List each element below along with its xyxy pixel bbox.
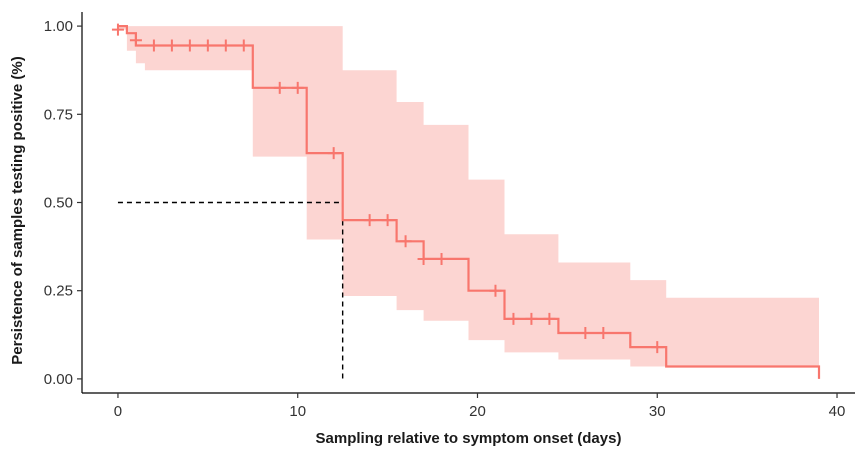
x-tick-label: 20 [469,403,486,420]
median-reference-layer [117,201,344,379]
censor-mark [327,147,340,160]
y-tick-label: 0.25 [44,283,73,300]
censor-mark [507,312,520,325]
x-axis-title: Sampling relative to symptom onset (days… [316,430,622,447]
y-tick-label: 0.00 [44,371,73,388]
x-tick-label: 30 [649,403,666,420]
censor-mark [651,341,664,354]
censor-mark [381,214,394,227]
censor-mark [489,284,502,297]
censor-mark [543,312,556,325]
censor-mark [597,327,610,340]
censor-mark [525,312,538,325]
censor-mark [435,252,448,265]
censor-mark [129,34,142,47]
x-tick-label: 10 [289,403,306,420]
censor-mark [147,39,160,52]
y-tick-label: 0.75 [44,106,73,123]
censor-mark [273,81,286,94]
censor-marks-layer [111,23,664,354]
censor-mark [183,39,196,52]
censor-mark [291,81,304,94]
y-tick-label: 1.00 [44,18,73,35]
censor-mark [417,252,430,265]
censor-mark [237,39,250,52]
censor-mark [363,214,376,227]
confidence-band-layer [118,26,819,367]
censor-mark [201,39,214,52]
y-tick-label: 0.50 [44,195,73,212]
censor-mark [111,23,124,36]
axes-layer: 0.00 0.25 0.50 0.75 1.00 0 10 20 30 40 [44,12,855,420]
confidence-band [118,26,819,367]
censor-mark [165,39,178,52]
x-tick-label: 40 [829,403,846,420]
x-tick-label: 0 [114,403,122,420]
censor-mark [219,39,232,52]
censor-mark [399,235,412,248]
censor-mark [579,327,592,340]
y-axis-title: Persistence of samples testing positive … [9,56,26,364]
